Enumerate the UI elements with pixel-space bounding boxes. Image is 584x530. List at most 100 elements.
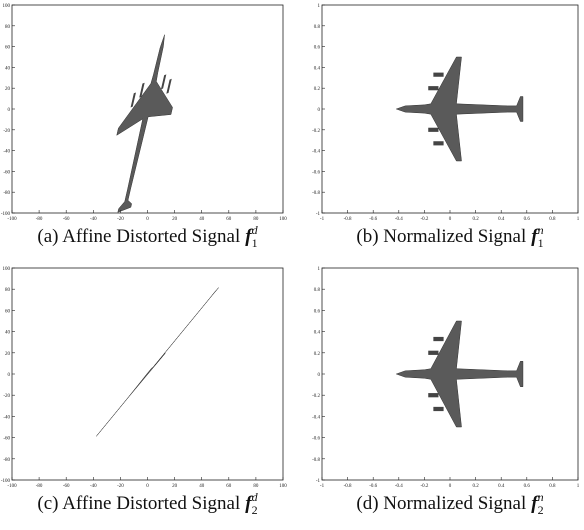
y-tick-label: -40	[3, 415, 10, 420]
caption-subscript: 2	[252, 503, 258, 517]
x-tick-label: -100	[7, 484, 17, 489]
engine	[129, 384, 139, 396]
y-tick-label: -0.6	[312, 170, 320, 175]
y-tick-label: 80	[5, 25, 11, 30]
y-tick-label: -100	[1, 212, 11, 217]
figure: -100-80-60-40-20020406080100-100-80-60-4…	[0, 0, 584, 525]
engine	[433, 73, 443, 77]
x-tick-label: 80	[253, 217, 259, 222]
y-tick-label: 0.8	[314, 25, 321, 30]
y-tick-label: -0.8	[312, 191, 320, 196]
y-tick-label: 60	[5, 309, 11, 314]
engine	[127, 386, 137, 398]
y-tick-label: -1	[316, 479, 321, 484]
y-tick-label: -0.6	[312, 437, 320, 442]
caption-subscript: 1	[538, 236, 544, 250]
y-tick-label: 0.2	[314, 87, 321, 92]
x-tick-label: 20	[172, 484, 178, 489]
y-tick-label: 0	[318, 373, 321, 378]
airplane-shape	[396, 321, 523, 427]
y-tick-label: 0.2	[314, 352, 321, 357]
engine	[428, 128, 438, 132]
airplane-shape	[396, 57, 523, 161]
y-tick-label: -40	[3, 150, 10, 155]
y-tick-label: 0.6	[314, 309, 321, 314]
y-tick-label: -20	[3, 394, 10, 399]
engine	[433, 141, 443, 145]
y-tick-label: 20	[5, 352, 11, 357]
caption-superscript: n	[538, 223, 544, 237]
x-tick-label: -0.4	[395, 484, 403, 489]
y-tick-label: 0.8	[314, 288, 321, 293]
x-tick-label: -0.6	[369, 217, 377, 222]
x-tick-label: 0	[146, 217, 149, 222]
x-tick-label: 0.8	[549, 217, 556, 222]
x-tick-label: -1	[320, 484, 325, 489]
caption-subscript: 2	[538, 503, 544, 517]
x-tick-label: -0.4	[395, 217, 403, 222]
x-tick-label: -20	[117, 484, 124, 489]
x-tick-label: 0.4	[498, 217, 505, 222]
caption-label: (c) Affine Distorted Signal	[37, 493, 240, 514]
y-tick-label: 40	[5, 331, 11, 336]
y-tick-label: -0.8	[312, 458, 320, 463]
y-tick-label: -100	[1, 479, 11, 484]
x-tick-label: 0.6	[524, 484, 531, 489]
engine	[433, 337, 443, 341]
x-tick-label: 1	[577, 217, 580, 222]
y-tick-label: 0.6	[314, 46, 321, 51]
caption-label: (a) Affine Distorted Signal	[37, 226, 240, 247]
engine	[428, 86, 438, 90]
y-tick-label: 1	[318, 267, 321, 272]
y-tick-label: -80	[3, 458, 10, 463]
x-tick-label: 60	[226, 484, 232, 489]
page: -100-80-60-40-20020406080100-100-80-60-4…	[0, 0, 584, 525]
x-tick-label: -0.8	[344, 484, 352, 489]
x-tick-label: 0.2	[472, 217, 479, 222]
x-tick-label: -0.2	[420, 217, 428, 222]
caption-label: (b) Normalized Signal	[356, 226, 526, 247]
y-tick-label: 20	[5, 87, 11, 92]
caption-superscript: d	[252, 223, 259, 237]
x-tick-label: 0	[146, 484, 149, 489]
y-tick-label: 0	[8, 108, 11, 113]
x-tick-label: 0.2	[472, 484, 479, 489]
caption-superscript: n	[538, 490, 544, 504]
x-tick-label: 0.4	[498, 484, 505, 489]
x-tick-label: -40	[90, 217, 97, 222]
y-tick-label: 100	[3, 267, 11, 272]
x-tick-label: -100	[7, 217, 17, 222]
x-tick-label: -0.2	[420, 484, 428, 489]
x-tick-label: -20	[117, 217, 124, 222]
engine	[428, 351, 438, 355]
caption-superscript: d	[252, 490, 259, 504]
y-tick-label: 1	[318, 4, 321, 9]
x-tick-label: 60	[226, 217, 232, 222]
x-tick-label: 100	[279, 217, 287, 222]
y-tick-label: 0.4	[314, 331, 321, 336]
panel: -100-80-60-40-20020406080100-100-80-60-4…	[1, 267, 287, 517]
x-tick-label: 20	[172, 217, 178, 222]
y-tick-label: -0.4	[312, 150, 320, 155]
x-tick-label: 40	[199, 217, 205, 222]
y-tick-label: -60	[3, 437, 10, 442]
engine	[161, 74, 166, 89]
x-tick-label: -1	[320, 217, 325, 222]
y-tick-label: 60	[5, 46, 11, 51]
y-tick-label: -60	[3, 170, 10, 175]
y-tick-label: -0.2	[312, 129, 320, 134]
y-tick-label: 40	[5, 66, 11, 71]
x-tick-label: -0.6	[369, 484, 377, 489]
x-tick-label: -40	[90, 484, 97, 489]
airplane-shape	[96, 288, 218, 437]
y-tick-label: 0	[8, 373, 11, 378]
y-tick-label: 0.4	[314, 66, 321, 71]
x-tick-label: 0	[449, 484, 452, 489]
engine	[124, 390, 134, 402]
caption: (a) Affine Distorted Signalf1d	[37, 223, 258, 250]
x-tick-label: 0.6	[524, 217, 531, 222]
y-tick-label: -0.2	[312, 394, 320, 399]
